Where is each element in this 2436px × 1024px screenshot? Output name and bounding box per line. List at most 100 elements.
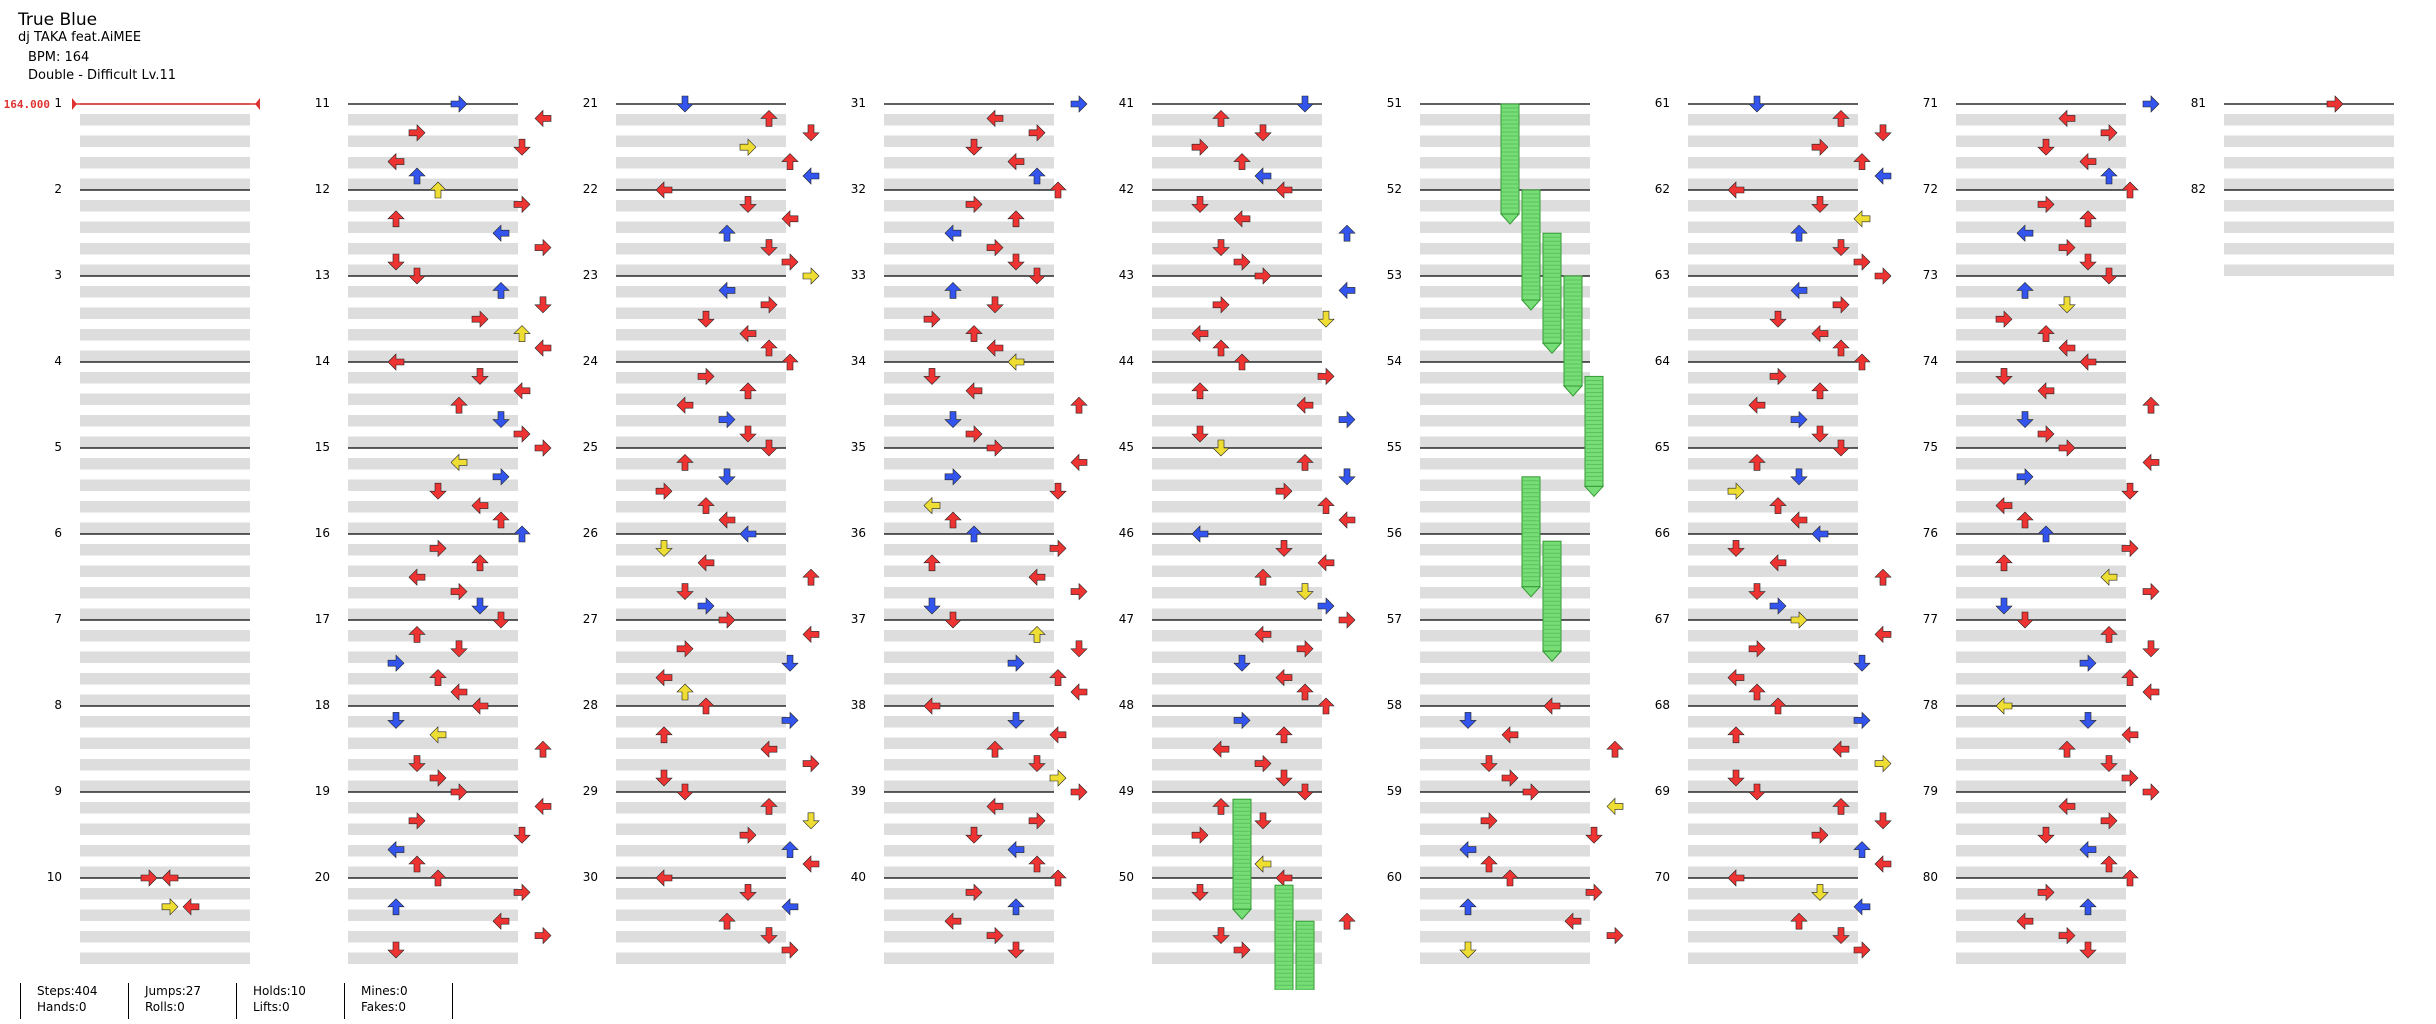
arrow-shape [1338, 468, 1356, 486]
arrow-shape [1790, 224, 1808, 242]
step-arrow [1480, 812, 1498, 830]
step-arrow [2100, 755, 2118, 773]
step-arrow [534, 238, 552, 257]
measure-number: 18 [315, 698, 330, 712]
hold-tail [1499, 213, 1521, 225]
arrow-shape [2079, 712, 2097, 729]
hold-body [1584, 375, 1604, 487]
arrow-shape [965, 525, 983, 543]
arrow-shape [1028, 812, 1046, 830]
step-arrow [1233, 253, 1251, 271]
step-arrow [182, 898, 200, 916]
beat-stripe [80, 716, 250, 728]
beat-stripe [1956, 221, 2126, 233]
beat-stripe [1420, 845, 1590, 857]
arrow-shape [986, 740, 1004, 758]
step-arrow [1811, 382, 1829, 400]
arrow-shape [450, 396, 468, 414]
arrow-shape [471, 310, 489, 328]
beat-stripe [348, 565, 518, 577]
step-arrow [450, 640, 468, 658]
arrow-shape [1769, 367, 1787, 386]
beat-stripe [884, 329, 1054, 341]
step-arrow [1748, 640, 1766, 658]
step-arrow [1049, 869, 1067, 887]
beat-stripe [80, 114, 250, 126]
step-arrow [1191, 382, 1209, 400]
measure-31: 31 [851, 96, 1054, 190]
beat-stripe [1152, 909, 1322, 921]
arrow-shape [2079, 898, 2097, 916]
step-arrow [1995, 310, 2013, 328]
arrow-shape [492, 281, 510, 299]
beat-stripe [80, 157, 250, 169]
step-arrow [492, 912, 510, 930]
beat-stripe [616, 802, 786, 814]
arrow-shape [1832, 109, 1850, 127]
step-arrow [1007, 210, 1025, 228]
arrow-shape [655, 181, 673, 199]
beat-stripe [1152, 372, 1322, 384]
arrow-shape [1233, 711, 1251, 730]
arrow-shape [1233, 654, 1251, 672]
arrow-shape [1007, 898, 1025, 916]
arrow-shape [944, 224, 962, 242]
arrow-shape [718, 611, 736, 629]
measure-number: 24 [583, 354, 598, 368]
arrow-shape [1254, 267, 1272, 285]
arrow-shape [2121, 539, 2139, 558]
step-arrow [1874, 124, 1892, 142]
measure-14: 14 [315, 354, 518, 448]
beat-stripe [616, 823, 786, 835]
beat-stripe [1956, 522, 2126, 534]
step-arrow [718, 410, 736, 429]
measure-75: 75 [1923, 440, 2126, 534]
arrow-shape [1790, 468, 1808, 486]
step-arrow [513, 382, 531, 400]
step-arrow [387, 712, 405, 729]
measure-45: 45 [1119, 440, 1322, 534]
measure-17: 17 [315, 612, 518, 706]
beat-stripe [1688, 694, 1858, 706]
step-arrow [2079, 712, 2097, 729]
arrow-shape [1028, 568, 1046, 586]
beat-stripe [1688, 393, 1858, 405]
stat-jumps: Jumps:27 [145, 984, 202, 998]
arrow-shape [2058, 926, 2076, 945]
step-arrow [1995, 697, 2013, 715]
beat-stripe [80, 178, 250, 190]
arrow-shape [1028, 167, 1046, 185]
arrow-shape [387, 152, 405, 171]
arrow-shape [1070, 683, 1088, 701]
measure-71: 71 [1923, 96, 2126, 190]
measure-70: 70 [1655, 870, 1858, 964]
arrow-shape [1317, 497, 1335, 514]
arrow-shape [1459, 840, 1477, 859]
beat-stripe [1688, 286, 1858, 298]
step-arrow [923, 368, 941, 385]
beat-stripe [1420, 888, 1590, 900]
step-arrow [429, 669, 447, 686]
step-arrow [1275, 482, 1293, 500]
step-arrow [802, 625, 820, 644]
arrow-shape [1296, 783, 1314, 801]
beat-stripe [348, 866, 518, 878]
arrow-shape [408, 267, 426, 285]
step-arrow [1317, 697, 1335, 715]
step-arrow [1748, 783, 1766, 801]
arrow-shape [2100, 625, 2118, 643]
beat-stripe [80, 565, 250, 577]
step-arrow [1811, 196, 1829, 213]
arrow-shape [1275, 482, 1293, 500]
arrow-shape [1233, 153, 1251, 170]
arrow-shape [739, 196, 757, 213]
measure-number: 42 [1119, 182, 1134, 196]
step-arrow [739, 138, 757, 156]
measure-number: 4 [54, 354, 62, 368]
step-arrow [1769, 597, 1787, 615]
stat-mines: Mines:0 [361, 984, 408, 998]
arrow-shape [1028, 755, 1046, 773]
arrow-shape [1028, 124, 1046, 142]
step-arrow [802, 754, 820, 773]
beat-stripe [1420, 866, 1590, 878]
